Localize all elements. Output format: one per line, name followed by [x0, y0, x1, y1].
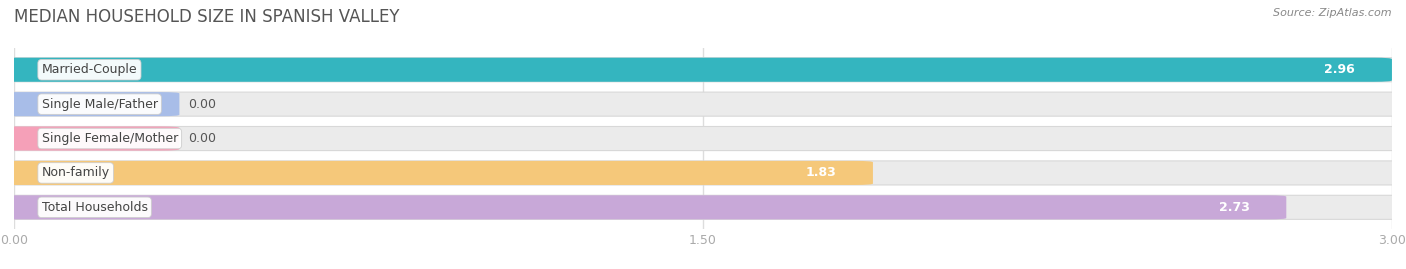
Text: Non-family: Non-family	[42, 167, 110, 179]
Text: Single Male/Father: Single Male/Father	[42, 98, 157, 111]
Text: Married-Couple: Married-Couple	[42, 63, 138, 76]
FancyBboxPatch shape	[0, 161, 873, 185]
Text: 2.73: 2.73	[1219, 201, 1250, 214]
FancyBboxPatch shape	[0, 161, 1406, 185]
FancyBboxPatch shape	[0, 195, 1406, 219]
FancyBboxPatch shape	[0, 58, 1406, 82]
FancyBboxPatch shape	[0, 92, 1406, 116]
Text: 0.00: 0.00	[188, 132, 217, 145]
FancyBboxPatch shape	[0, 92, 180, 116]
Text: 2.96: 2.96	[1324, 63, 1355, 76]
Text: MEDIAN HOUSEHOLD SIZE IN SPANISH VALLEY: MEDIAN HOUSEHOLD SIZE IN SPANISH VALLEY	[14, 8, 399, 26]
FancyBboxPatch shape	[0, 126, 180, 151]
Text: 0.00: 0.00	[188, 98, 217, 111]
FancyBboxPatch shape	[0, 58, 1392, 82]
Text: Source: ZipAtlas.com: Source: ZipAtlas.com	[1274, 8, 1392, 18]
FancyBboxPatch shape	[0, 195, 1286, 219]
Text: Single Female/Mother: Single Female/Mother	[42, 132, 179, 145]
Text: 1.83: 1.83	[806, 167, 837, 179]
FancyBboxPatch shape	[0, 126, 1406, 151]
Text: Total Households: Total Households	[42, 201, 148, 214]
